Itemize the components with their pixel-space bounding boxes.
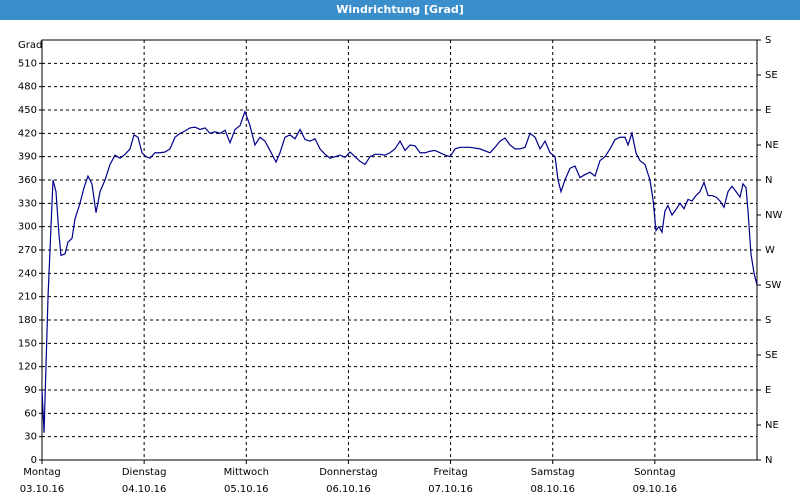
x-tick-label: Freitag [433,467,467,478]
y-tick-label: 330 [18,198,37,209]
y-tick-label: 240 [18,268,37,279]
y-tick-label: 210 [18,292,37,303]
y-tick-label: 60 [24,408,37,419]
x-tick-label: Sonntag [634,467,676,478]
x-tick-date: 06.10.16 [326,484,371,495]
x-tick-date: 05.10.16 [224,484,269,495]
y2-tick-label: W [765,245,775,256]
y-tick-label: 180 [18,315,37,326]
y-tick-label: 360 [18,175,37,186]
x-tick-label: Mittwoch [224,467,269,478]
y-tick-label: 420 [18,128,37,139]
x-tick-date: 08.10.16 [530,484,575,495]
y-tick-label: 270 [18,245,37,256]
y-tick-label: 120 [18,362,37,373]
y-tick-label: 390 [18,152,37,163]
y2-tick-label: NW [765,210,782,221]
y2-tick-label: SE [765,70,778,81]
x-tick-label: Dienstag [122,467,167,478]
x-tick-label: Montag [23,467,60,478]
y2-tick-label: NE [765,140,779,151]
x-tick-date: 03.10.16 [20,484,65,495]
y-tick-label: 30 [24,432,37,443]
y2-tick-label: S [765,315,771,326]
y-tick-label: 450 [18,105,37,116]
y-tick-label: 150 [18,338,37,349]
y-tick-label: 300 [18,222,37,233]
y2-tick-label: N [765,455,772,466]
x-tick-date: 07.10.16 [428,484,473,495]
y-axis-label: Grad [18,40,42,51]
x-tick-label: Samstag [531,467,575,478]
title-bar [0,0,800,20]
y2-tick-label: SW [765,280,781,291]
y2-tick-label: N [765,175,772,186]
x-tick-date: 09.10.16 [633,484,678,495]
y2-tick-label: E [765,105,771,116]
window-title: Windrichtung [Grad] [336,3,464,16]
x-tick-date: 04.10.16 [122,484,167,495]
data-line [41,109,758,433]
y2-tick-label: SE [765,350,778,361]
y2-tick-label: E [765,385,771,396]
y-tick-label: 0 [31,455,37,466]
x-tick-label: Donnerstag [319,467,377,478]
y-tick-label: 480 [18,82,37,93]
y2-tick-label: NE [765,420,779,431]
y-tick-label: 510 [18,58,37,69]
y2-tick-label: S [765,35,771,46]
y-tick-label: 90 [24,385,37,396]
